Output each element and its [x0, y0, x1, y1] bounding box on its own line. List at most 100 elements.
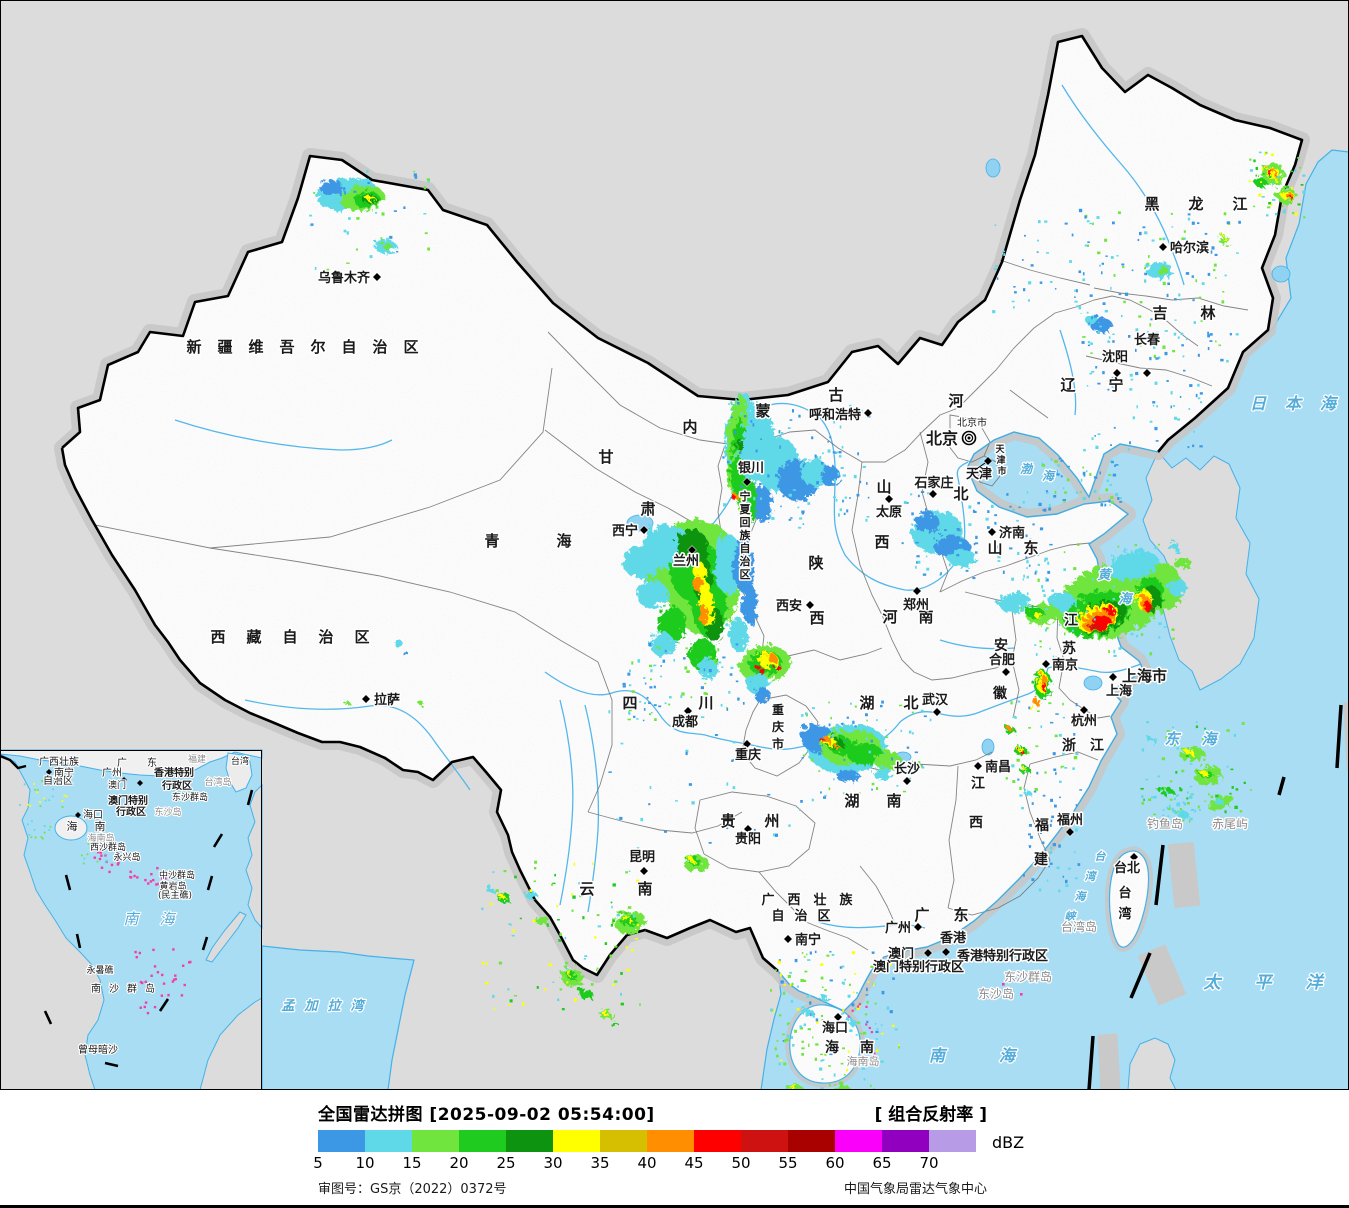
inset-label: (民主礁): [158, 889, 192, 901]
radar-echo: [946, 547, 974, 565]
province-label: 四: [622, 694, 637, 712]
city-label: 海口: [822, 1020, 848, 1036]
inset-label: 东沙岛: [154, 806, 181, 818]
radar-echo: [818, 464, 838, 484]
sea-label: 渤: [1020, 462, 1034, 476]
inset-dash: [75, 933, 82, 949]
province-label: 江: [1090, 737, 1104, 754]
province-label: 南: [918, 608, 933, 626]
province-label: 北: [903, 694, 918, 712]
legend-tick-35: 35: [590, 1154, 610, 1172]
city-label: 太原: [875, 504, 902, 520]
province-label: 台: [1118, 885, 1131, 901]
radar-echo: [799, 1006, 811, 1014]
inset-label: 中沙群岛: [159, 869, 195, 881]
radar-echo: [750, 484, 770, 520]
island-label: 东沙岛: [978, 986, 1014, 1001]
inset-label: 黄岩岛: [159, 880, 186, 892]
radar-echo: [599, 1008, 607, 1014]
legend-color-20: [459, 1130, 506, 1152]
province-label: 江: [971, 775, 985, 792]
sea-label: 孟: [281, 999, 295, 1014]
sea-label: 海: [1118, 591, 1133, 607]
province-label: 治: [740, 554, 751, 568]
city-marker: [805, 600, 815, 610]
radar-echo: [1005, 725, 1011, 729]
legend-tick-55: 55: [778, 1154, 798, 1172]
city-label: 台北: [1114, 860, 1140, 876]
radar-echo: [690, 573, 700, 589]
province-label: 肃: [640, 500, 655, 518]
sea-label: 平: [1255, 973, 1274, 993]
scale-ticks: 5 10 15 20 25 30 35 40 45 50 55 60 65 70: [0, 1154, 1349, 1174]
province-label: 自: [771, 908, 784, 924]
city-marker: [639, 525, 649, 535]
city-label: 呼和浩特: [809, 407, 861, 423]
island-label: 台湾岛: [1061, 919, 1097, 934]
radar-echo: [674, 527, 706, 563]
sea-label: 洋: [1306, 973, 1326, 993]
inset-label: 澳门特别: [108, 794, 148, 807]
province-label: 州: [763, 812, 779, 830]
approval-number: 审图号：GS京（2022）0372号: [318, 1182, 507, 1197]
radar-echo: [817, 735, 823, 741]
radar-echo: [870, 765, 890, 777]
eleven-dash-line: [1087, 701, 1349, 1090]
province-label: 浙: [1062, 737, 1076, 754]
misc-label: 北京市: [957, 416, 987, 429]
city-label: 南昌: [985, 759, 1011, 775]
inset-label: 海: [67, 819, 78, 833]
misc-label: 香港特别行政区: [956, 948, 1048, 964]
city-label: 济南: [999, 525, 1025, 541]
legend-color-45: [694, 1130, 741, 1152]
city-marker: [1158, 242, 1168, 252]
inset-dash: [206, 875, 214, 891]
radar-echo: [1154, 264, 1166, 272]
sea-label: 加: [303, 998, 319, 1014]
city-marker: [1041, 659, 1051, 669]
province-label: 青: [484, 532, 499, 550]
radar-echo: [1198, 768, 1206, 774]
province-label: 重: [772, 702, 784, 717]
city-marker: [1079, 705, 1089, 715]
city-marker: [783, 934, 793, 944]
lake: [626, 514, 654, 532]
legend-color-50: [741, 1130, 788, 1152]
inset-dash: [158, 998, 170, 1012]
province-label: 河: [882, 608, 897, 626]
radar-echo: [1103, 604, 1113, 612]
inset-label: 海: [159, 910, 176, 928]
legend-tick-40: 40: [637, 1154, 657, 1172]
city-marker: [884, 494, 894, 504]
city-marker: [941, 947, 951, 957]
misc-label: 上海市: [1122, 667, 1167, 685]
province-label: 山: [876, 478, 891, 496]
inset-label: 行政区: [115, 805, 146, 818]
city-label: 拉萨: [374, 692, 400, 708]
radar-echo: [696, 656, 716, 676]
city-label: 沈阳: [1102, 349, 1128, 365]
city-marker: [833, 1012, 843, 1022]
radar-echo: [1174, 808, 1186, 816]
radar-echo: [484, 885, 492, 891]
province-label: 吾: [279, 338, 294, 356]
national-border: [61, 34, 1304, 453]
city-marker: [902, 776, 912, 786]
radar-echo: [1083, 313, 1095, 323]
south-china-sea-inset: 广西壮族自治区广东福建 台湾南宁 广州 香港特别行政区澳门澳门特别行政区台湾岛东沙群岛…: [0, 749, 263, 1090]
lake: [981, 738, 995, 756]
city-marker: [1065, 827, 1075, 837]
radar-echo: [687, 855, 693, 861]
city-label: 乌鲁木齐: [318, 270, 371, 286]
credit-label: 中国气象局雷达气象中心: [843, 1182, 987, 1197]
city-marker: [372, 272, 382, 282]
province-label: 内: [682, 418, 697, 436]
inset-label: 群: [127, 982, 137, 995]
city-marker: [1001, 667, 1011, 677]
tianjin-arrow: [974, 462, 986, 471]
legend-tick-45: 45: [684, 1154, 704, 1172]
province-label: 湾: [1118, 906, 1131, 922]
lake: [985, 158, 1001, 178]
province-label: 东: [953, 906, 968, 924]
province-label: 甘: [598, 448, 613, 466]
